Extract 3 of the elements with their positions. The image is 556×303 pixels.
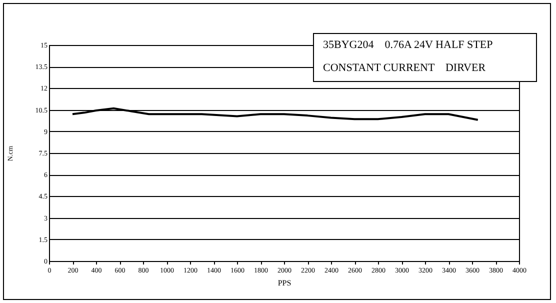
x-axis-title: PPS [278,278,292,288]
caption-box: 35BYG204 0.76A 24V HALF STEP CONSTANT CURRENT DIRVER [313,33,537,82]
chart-title: 35BYG204 0.76A 24V HALF STEP [323,38,494,53]
